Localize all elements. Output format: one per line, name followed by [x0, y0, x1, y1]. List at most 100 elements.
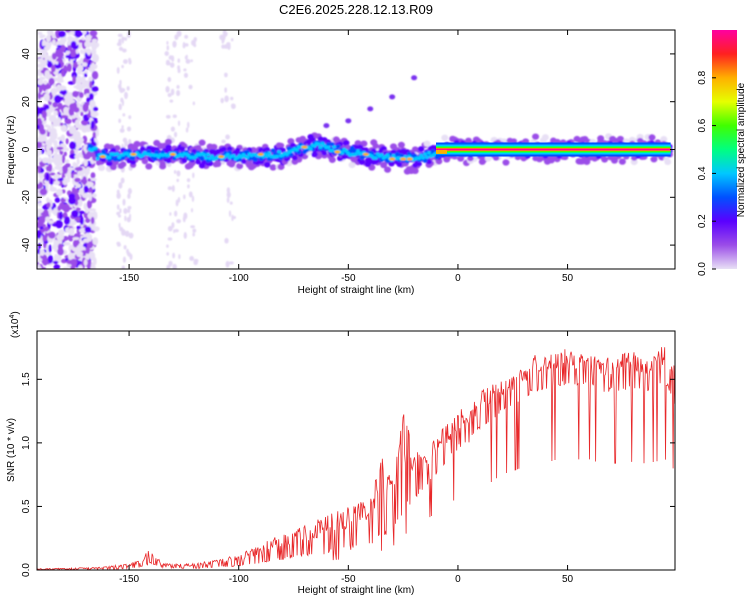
heatmap-cell — [210, 143, 218, 151]
heatmap-cell — [141, 158, 149, 165]
heatmap-cell — [53, 144, 61, 153]
heatmap-cell — [421, 156, 426, 160]
heatmap-cell — [119, 161, 127, 168]
heatmap-cell — [106, 160, 113, 167]
heatmap-cell — [78, 242, 83, 250]
heatmap-cell — [177, 120, 181, 127]
heatmap-cell — [75, 207, 81, 211]
heatmap-cell — [385, 158, 390, 164]
heatmap-cell — [118, 103, 122, 111]
heatmap-cell — [126, 86, 130, 91]
heatmap-cell — [66, 63, 72, 72]
heatmap-cell — [348, 161, 356, 169]
heatmap-cell — [90, 177, 97, 182]
heatmap-cell — [122, 198, 126, 206]
snr-x-ticks: -150 -100 -50 0 50 — [119, 331, 574, 585]
colorbar-label: Normalized spectral amplitude — [736, 82, 747, 217]
heatmap-cell — [47, 159, 56, 163]
heatmap-cell — [172, 252, 176, 259]
heatmap-cell — [50, 87, 58, 94]
x-tick-label: 0 — [455, 574, 461, 585]
heatmap-cell — [48, 149, 52, 157]
heatmap-cell — [90, 172, 96, 179]
heatmap-cell — [234, 147, 241, 153]
heatmap-cell — [77, 264, 83, 269]
heatmap-cell — [171, 222, 175, 229]
heatmap-cell — [224, 237, 229, 244]
heatmap-cell — [116, 241, 121, 246]
heatmap-cell — [67, 167, 76, 171]
heatmap-cell — [167, 237, 173, 241]
heatmap-cell — [172, 114, 177, 118]
heatmap-cell — [199, 156, 205, 161]
heatmap-cell — [323, 123, 330, 129]
heatmap-cell — [164, 51, 169, 56]
heatmap-cell — [177, 58, 181, 63]
heatmap-cell — [69, 141, 77, 150]
heatmap-cell — [372, 143, 379, 149]
heatmap-cell — [532, 133, 540, 140]
heatmap-cell — [648, 134, 656, 141]
heatmap-cell — [122, 137, 128, 143]
heatmap-cell — [73, 174, 80, 178]
heatmap-cell — [100, 157, 107, 163]
heatmap-cell — [67, 45, 73, 51]
heatmap-cell — [226, 197, 230, 203]
heatmap-cell — [240, 158, 247, 164]
heatmap-cell — [63, 151, 67, 157]
heatmap-cell — [47, 254, 54, 264]
heatmap-cell — [101, 149, 106, 154]
heatmap-cell — [166, 244, 169, 248]
heatmap-cell — [37, 183, 43, 190]
heatmap-cell — [189, 152, 195, 157]
heatmap-cell — [133, 140, 141, 148]
heatmap-cell — [57, 177, 64, 181]
heatmap-cell — [198, 139, 206, 146]
heatmap-cell — [169, 152, 176, 156]
heatmap-cell — [49, 127, 57, 135]
heatmap-cell — [190, 208, 194, 213]
x-tick-label: -100 — [229, 574, 249, 585]
heatmap-cell — [51, 223, 58, 227]
heatmap-cell — [354, 152, 358, 156]
heatmap-cell — [74, 177, 81, 183]
heatmap-cell — [117, 214, 122, 218]
heatmap-cell — [44, 69, 51, 79]
heatmap-cell — [124, 230, 130, 237]
heatmap-cell — [294, 148, 299, 152]
heatmap-cell — [48, 219, 54, 225]
heatmap-cell — [59, 166, 63, 174]
heatmap-cell — [124, 215, 127, 222]
heatmap-cell — [121, 99, 125, 107]
heatmap-cell — [44, 182, 49, 187]
heatmap-cell — [124, 92, 128, 100]
heatmap-cell — [37, 141, 43, 148]
heatmap-cell — [373, 156, 378, 160]
heatmap-cell — [89, 30, 98, 37]
heatmap-cell — [68, 233, 74, 242]
x-tick-label: 50 — [562, 273, 574, 284]
heatmap-cell — [650, 156, 658, 163]
heatmap-cell — [73, 107, 80, 113]
heatmap-cell — [275, 154, 280, 159]
heatmap-cell — [126, 126, 132, 132]
heatmap-cell — [192, 172, 195, 179]
spectrogram-x-ticks: -150 -100 -50 0 50 — [119, 30, 574, 284]
heatmap-cell — [391, 153, 396, 158]
heatmap-cell — [403, 154, 408, 159]
heatmap-cell — [91, 193, 97, 198]
heatmap-cell — [47, 163, 53, 172]
heatmap-cell — [57, 243, 63, 251]
heatmap-cell — [92, 237, 99, 246]
heatmap-cell — [37, 248, 41, 255]
heatmap-cell — [53, 139, 58, 147]
heatmap-cell — [185, 58, 191, 64]
heatmap-cell — [63, 106, 70, 115]
heatmap-cell — [43, 226, 49, 232]
heatmap-cell — [154, 150, 160, 155]
heatmap-cell — [188, 191, 193, 198]
heatmap-cell — [116, 67, 120, 74]
heatmap-cell — [277, 150, 282, 154]
heatmap-cell — [37, 79, 44, 86]
